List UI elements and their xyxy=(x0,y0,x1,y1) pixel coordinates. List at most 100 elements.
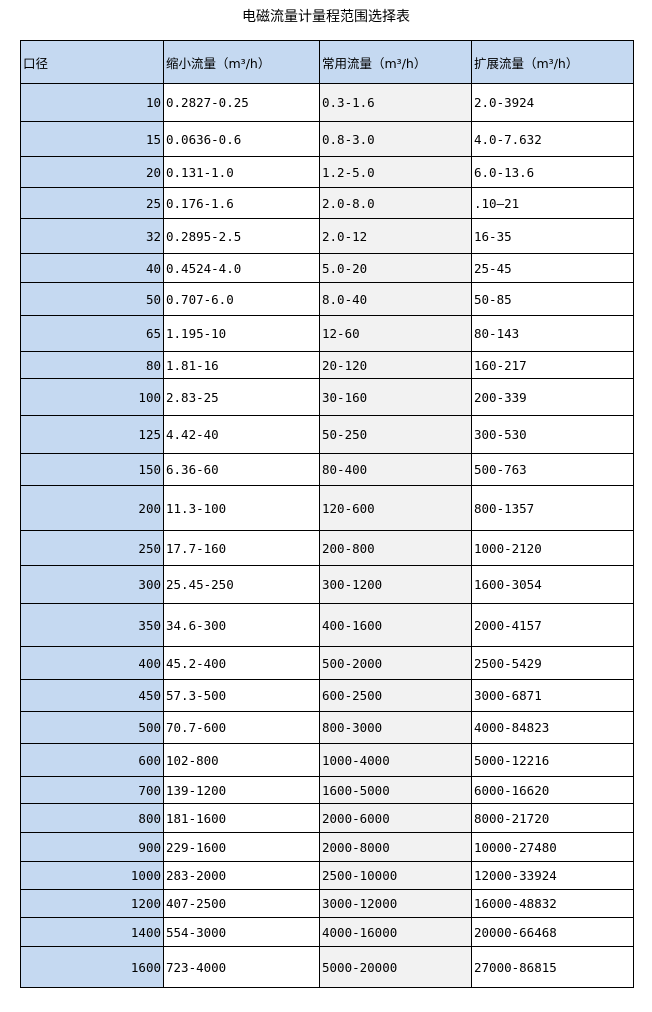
common-flow-cell: 1600-5000 xyxy=(319,776,472,804)
extended-flow-cell: 2500-5429 xyxy=(471,646,634,680)
diameter-cell: 32 xyxy=(20,218,164,254)
common-flow-cell: 2500-10000 xyxy=(319,861,472,890)
reduced-flow-cell: 0.707-6.0 xyxy=(163,282,320,316)
table-row: 300 25.45-250 300-1200 1600-3054 xyxy=(20,565,634,604)
reduced-flow-cell: 723-4000 xyxy=(163,946,320,988)
diameter-cell: 10 xyxy=(20,83,164,122)
extended-flow-cell: 16-35 xyxy=(471,218,634,254)
table-row: 25 0.176-1.6 2.0-8.0.10—21 xyxy=(20,187,634,219)
header-reduced-flow: 缩小流量（m³/h） xyxy=(163,40,320,84)
common-flow-cell: 8.0-40 xyxy=(319,282,472,316)
common-flow-cell: 200-800 xyxy=(319,530,472,566)
diameter-cell: 250 xyxy=(20,530,164,566)
common-flow-cell: 80-400 xyxy=(319,453,472,486)
table-row: 350 34.6-300 400-1600 2000-4157 xyxy=(20,603,634,647)
reduced-flow-cell: 0.176-1.6 xyxy=(163,187,320,219)
diameter-cell: 700 xyxy=(20,776,164,804)
table-row: 200 11.3-100 120-600 800-1357 xyxy=(20,485,634,531)
extended-flow-cell: 800-1357 xyxy=(471,485,634,531)
extended-flow-cell: 3000-6871 xyxy=(471,679,634,712)
diameter-cell: 800 xyxy=(20,803,164,833)
extended-flow-cell: 27000-86815 xyxy=(471,946,634,988)
reduced-flow-cell: 70.7-600 xyxy=(163,711,320,744)
common-flow-cell: 120-600 xyxy=(319,485,472,531)
reduced-flow-cell: 17.7-160 xyxy=(163,530,320,566)
common-flow-cell: 4000-16000 xyxy=(319,917,472,947)
diameter-cell: 1000 xyxy=(20,861,164,890)
common-flow-cell: 5000-20000 xyxy=(319,946,472,988)
diameter-cell: 25 xyxy=(20,187,164,219)
diameter-cell: 65 xyxy=(20,315,164,352)
diameter-cell: 100 xyxy=(20,378,164,416)
common-flow-cell: 2.0-8.0 xyxy=(319,187,472,219)
reduced-flow-cell: 0.2827-0.25 xyxy=(163,83,320,122)
common-flow-cell: 50-250 xyxy=(319,415,472,454)
reduced-flow-cell: 283-2000 xyxy=(163,861,320,890)
extended-flow-cell: 80-143 xyxy=(471,315,634,352)
diameter-cell: 600 xyxy=(20,743,164,777)
reduced-flow-cell: 25.45-250 xyxy=(163,565,320,604)
table-row: 20 0.131-1.0 1.2-5.0 6.0-13.6 xyxy=(20,156,634,188)
diameter-cell: 125 xyxy=(20,415,164,454)
reduced-flow-cell: 11.3-100 xyxy=(163,485,320,531)
common-flow-cell: 20-120 xyxy=(319,351,472,379)
extended-flow-cell: 5000-12216 xyxy=(471,743,634,777)
table-row: 500 70.7-600 800-3000 4000-84823 xyxy=(20,711,634,744)
common-flow-cell: 2.0-12 xyxy=(319,218,472,254)
reduced-flow-cell: 181-1600 xyxy=(163,803,320,833)
table-row: 1200 407-2500 3000-12000 16000-48832 xyxy=(20,889,634,918)
extended-flow-cell: 10000-27480 xyxy=(471,832,634,862)
diameter-cell: 15 xyxy=(20,121,164,157)
diameter-cell: 200 xyxy=(20,485,164,531)
common-flow-cell: 3000-12000 xyxy=(319,889,472,918)
table-row: 1600 723-4000 5000-20000 27000-86815 xyxy=(20,946,634,988)
table-row: 100 2.83-25 30-160 200-339 xyxy=(20,378,634,416)
extended-flow-cell: 200-339 xyxy=(471,378,634,416)
extended-flow-cell: 1000-2120 xyxy=(471,530,634,566)
reduced-flow-cell: 139-1200 xyxy=(163,776,320,804)
extended-flow-cell: 20000-66468 xyxy=(471,917,634,947)
extended-flow-cell: 2000-4157 xyxy=(471,603,634,647)
common-flow-cell: 500-2000 xyxy=(319,646,472,680)
common-flow-cell: 1000-4000 xyxy=(319,743,472,777)
reduced-flow-cell: 6.36-60 xyxy=(163,453,320,486)
common-flow-cell: 2000-8000 xyxy=(319,832,472,862)
diameter-cell: 350 xyxy=(20,603,164,647)
common-flow-cell: 300-1200 xyxy=(319,565,472,604)
extended-flow-cell: 160-217 xyxy=(471,351,634,379)
table-row: 10 0.2827-0.25 0.3-1.6 2.0-3924 xyxy=(20,83,634,122)
reduced-flow-cell: 1.195-10 xyxy=(163,315,320,352)
extended-flow-cell: 2.0-3924 xyxy=(471,83,634,122)
page-title: 电磁流量计量程范围选择表 xyxy=(242,9,410,25)
table-row: 32 0.2895-2.5 2.0-12 16-35 xyxy=(20,218,634,254)
reduced-flow-cell: 407-2500 xyxy=(163,889,320,918)
table-row: 600 102-800 1000-4000 5000-12216 xyxy=(20,743,634,777)
diameter-cell: 80 xyxy=(20,351,164,379)
reduced-flow-cell: 2.83-25 xyxy=(163,378,320,416)
reduced-flow-cell: 4.42-40 xyxy=(163,415,320,454)
extended-flow-cell: 8000-21720 xyxy=(471,803,634,833)
diameter-cell: 900 xyxy=(20,832,164,862)
diameter-cell: 450 xyxy=(20,679,164,712)
reduced-flow-cell: 0.0636-0.6 xyxy=(163,121,320,157)
reduced-flow-cell: 34.6-300 xyxy=(163,603,320,647)
header-diameter: 口径 xyxy=(20,40,164,84)
common-flow-cell: 600-2500 xyxy=(319,679,472,712)
table-row: 80 1.81-16 20-120 160-217 xyxy=(20,351,634,379)
common-flow-cell: 0.3-1.6 xyxy=(319,83,472,122)
common-flow-cell: 1.2-5.0 xyxy=(319,156,472,188)
diameter-cell: 500 xyxy=(20,711,164,744)
header-extended-flow: 扩展流量（m³/h） xyxy=(471,40,634,84)
reduced-flow-cell: 1.81-16 xyxy=(163,351,320,379)
reduced-flow-cell: 0.131-1.0 xyxy=(163,156,320,188)
table-row: 700 139-1200 1600-5000 6000-16620 xyxy=(20,776,634,804)
extended-flow-cell: 25-45 xyxy=(471,253,634,283)
extended-flow-cell: 4.0-7.632 xyxy=(471,121,634,157)
table-row: 1400 554-3000 4000-16000 20000-66468 xyxy=(20,917,634,947)
table-row: 1000 283-2000 2500-10000 12000-33924 xyxy=(20,861,634,890)
diameter-cell: 1200 xyxy=(20,889,164,918)
extended-flow-cell: 300-530 xyxy=(471,415,634,454)
flow-range-table: 口径 缩小流量（m³/h） 常用流量（m³/h） 扩展流量（m³/h） 10 0.… xyxy=(20,40,634,988)
diameter-cell: 400 xyxy=(20,646,164,680)
diameter-cell: 150 xyxy=(20,453,164,486)
